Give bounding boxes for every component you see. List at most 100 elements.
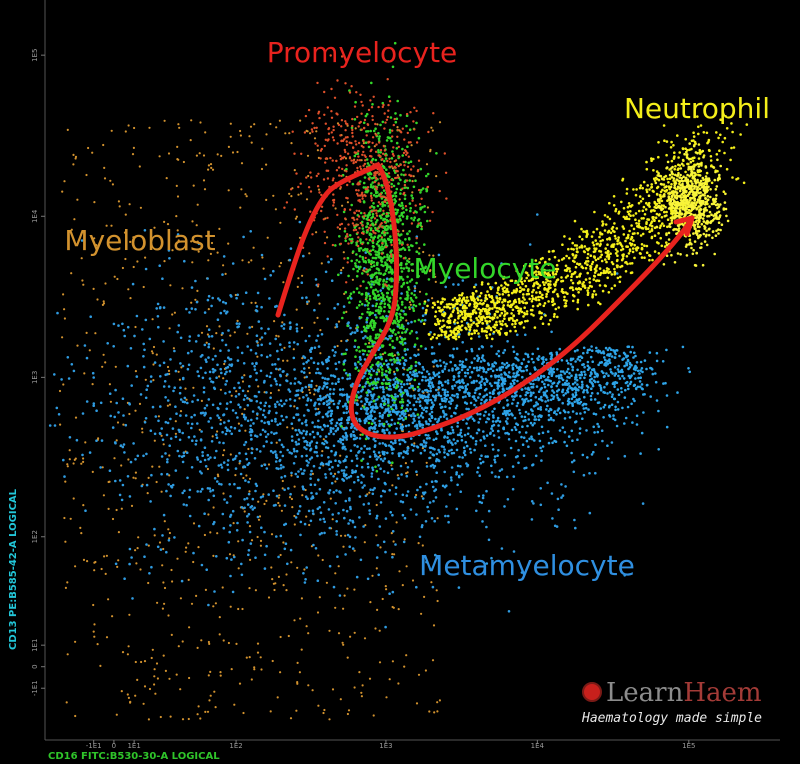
event-dot (455, 347, 459, 350)
event-dot (497, 374, 501, 378)
event-dot (537, 295, 540, 299)
event-dot (458, 360, 462, 363)
event-dot (431, 376, 435, 380)
event-dot (207, 513, 210, 516)
event-dot (581, 285, 585, 288)
event-dot (166, 472, 169, 476)
event-dot (284, 132, 287, 135)
event-dot (275, 411, 278, 415)
event-dot (548, 370, 552, 373)
event-dot (450, 441, 453, 445)
event-dot (570, 387, 574, 390)
event-dot (318, 596, 321, 599)
event-dot (337, 418, 341, 422)
event-dot (335, 533, 339, 536)
event-dot (255, 362, 258, 366)
event-dot (132, 442, 135, 445)
event-dot (376, 398, 379, 401)
event-dot (422, 439, 426, 443)
event-dot (203, 406, 207, 410)
event-dot (231, 590, 235, 594)
event-dot (321, 428, 324, 431)
event-dot (639, 360, 643, 364)
event-dot (274, 450, 277, 453)
event-dot (260, 526, 263, 529)
event-dot (368, 447, 371, 450)
event-dot (313, 346, 317, 350)
event-dot (556, 497, 560, 501)
event-dot (393, 553, 396, 556)
event-dot (195, 224, 198, 227)
event-dot (451, 443, 454, 446)
event-dot (206, 453, 210, 457)
event-dot (480, 375, 483, 379)
event-dot (411, 191, 414, 194)
event-dot (541, 431, 545, 435)
event-dot (263, 332, 267, 335)
event-dot (178, 454, 181, 458)
event-dot (230, 394, 233, 397)
event-dot (443, 470, 447, 474)
event-dot (187, 363, 191, 367)
event-dot (527, 412, 530, 416)
event-dot (343, 516, 346, 520)
event-dot (383, 431, 386, 435)
event-dot (246, 521, 249, 524)
event-dot (252, 246, 255, 249)
event-dot (317, 704, 320, 707)
event-dot (576, 348, 579, 352)
event-dot (216, 430, 219, 433)
event-dot (467, 407, 470, 411)
event-dot (175, 673, 178, 676)
event-dot (373, 445, 377, 449)
event-dot (252, 422, 255, 425)
event-dot (277, 496, 280, 499)
event-dot (549, 437, 553, 440)
event-dot (539, 406, 542, 409)
event-dot (382, 453, 386, 456)
event-dot (228, 429, 232, 433)
event-dot (316, 149, 319, 152)
event-dot (377, 573, 381, 577)
event-dot (561, 383, 565, 386)
event-dot (208, 377, 212, 380)
event-dot (655, 212, 659, 216)
event-dot (582, 351, 585, 355)
event-dot (331, 513, 335, 516)
event-dot (374, 439, 377, 443)
event-dot (486, 290, 489, 293)
event-dot (220, 466, 224, 469)
event-dot (324, 439, 327, 443)
event-dot (300, 281, 304, 285)
event-dot (296, 475, 300, 479)
event-dot (354, 536, 357, 539)
event-dot (121, 651, 125, 654)
event-dot (678, 151, 681, 154)
event-dot (324, 270, 328, 274)
event-dot (425, 465, 429, 468)
event-dot (298, 509, 301, 513)
event-dot (378, 661, 382, 664)
event-dot (287, 487, 290, 490)
event-dot (230, 558, 233, 561)
event-dot (664, 381, 667, 385)
event-dot (402, 229, 405, 232)
event-dot (586, 368, 590, 372)
event-dot (599, 407, 602, 410)
event-dot (636, 369, 640, 373)
event-dot (228, 390, 231, 394)
event-dot (478, 366, 482, 369)
event-dot (161, 277, 164, 281)
event-dot (474, 388, 478, 392)
event-dot (156, 677, 159, 680)
event-dot (239, 134, 242, 137)
event-dot (402, 373, 405, 376)
event-dot (514, 364, 518, 368)
event-dot (348, 395, 351, 399)
event-dot (584, 373, 587, 376)
event-dot (204, 465, 208, 468)
event-dot (440, 429, 443, 432)
event-dot (469, 315, 473, 319)
event-dot (155, 662, 159, 665)
event-dot (305, 566, 309, 569)
